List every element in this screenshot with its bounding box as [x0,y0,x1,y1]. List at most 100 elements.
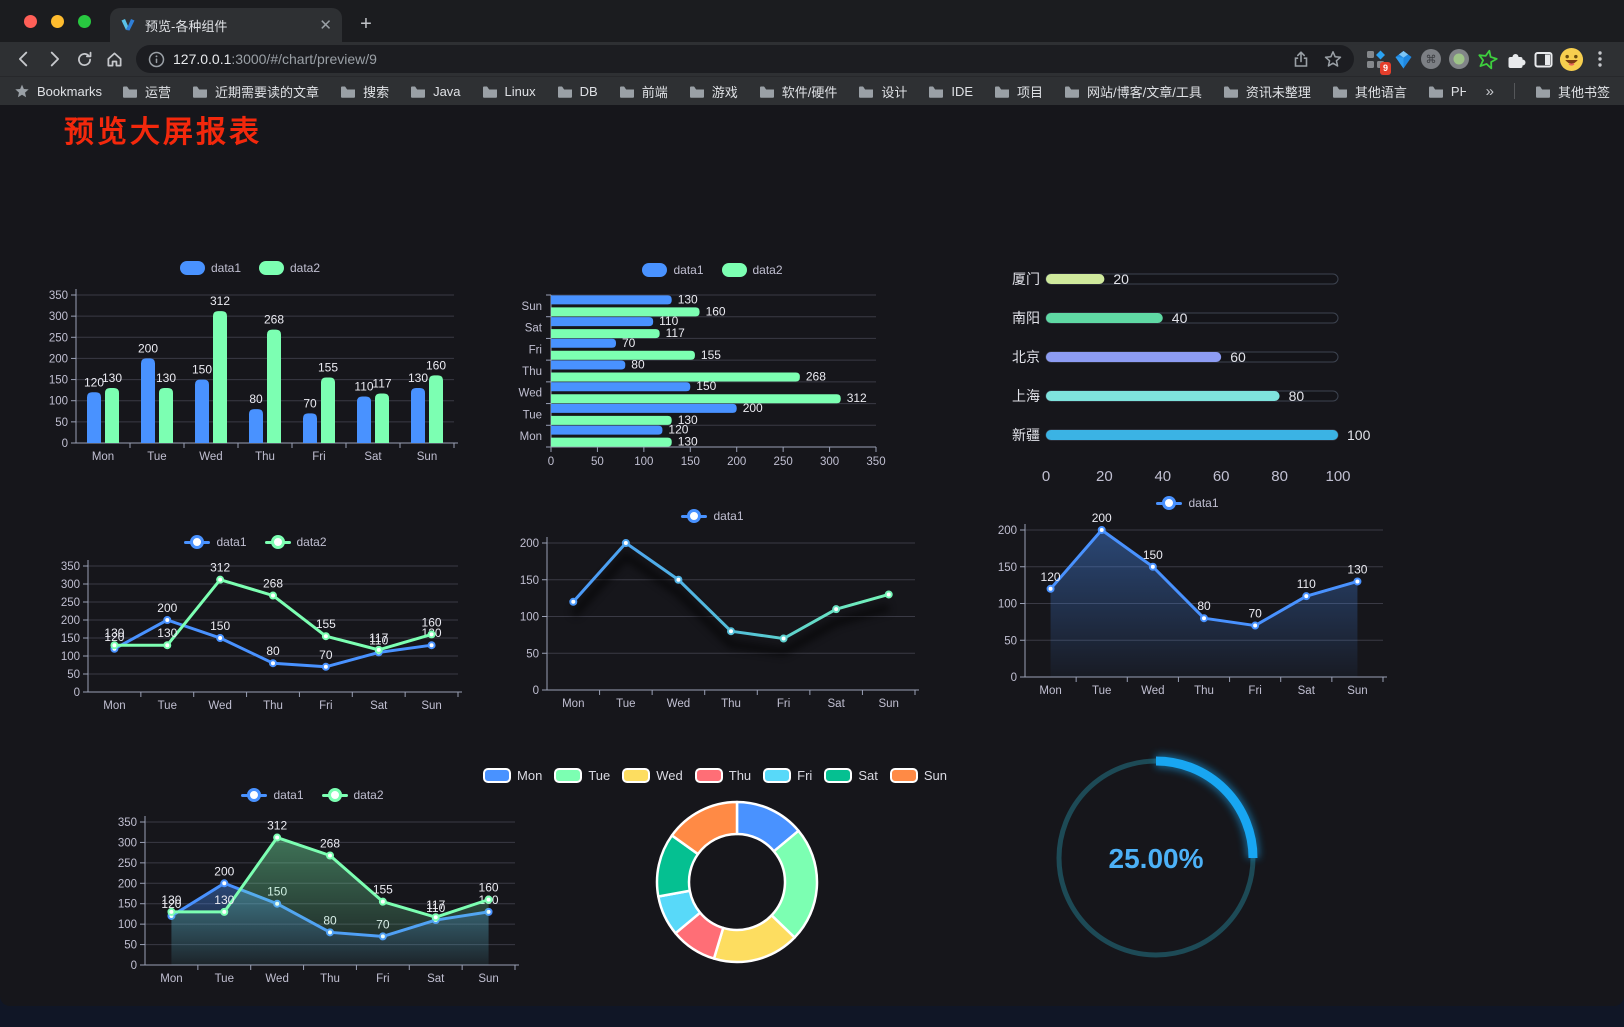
series-data1 [569,539,893,656]
bookmark-star-icon[interactable] [1324,50,1342,68]
svg-text:Sun: Sun [878,698,898,710]
two-line-canvas[interactable]: 0 50 100 150 200 250 300 350 Mon Tue Wed Thu Fri Sat S… [48,530,463,746]
share-icon[interactable] [1292,50,1310,68]
legend-item-data1[interactable]: data1 [184,535,247,549]
legend-item-data1[interactable]: data1 [681,509,744,523]
svg-text:350: 350 [866,456,885,468]
svg-text:80: 80 [1289,388,1305,404]
svg-text:155: 155 [701,348,721,362]
bookmark-folder-8[interactable]: 软件/硬件 [759,82,837,101]
reload-button[interactable] [70,45,98,73]
bookmark-folder-7[interactable]: 游戏 [689,82,738,101]
svg-text:Tue: Tue [616,698,635,710]
legend-item-Tue[interactable]: Tue [554,767,611,783]
svg-text:200: 200 [520,538,539,550]
svg-text:200: 200 [1092,511,1112,525]
legend-item-data2[interactable]: data2 [264,535,327,549]
profile-avatar[interactable] [1558,46,1584,72]
two-area-line-canvas[interactable]: 0 50 100 150 200 250 300 350 Mon Tue Wed Thu Fri Sat S… [105,781,520,999]
svg-text:Fri: Fri [529,344,542,356]
extension-command-icon[interactable]: ⌘ [1418,46,1444,72]
command-circle-icon: ⌘ [1421,49,1441,69]
bookmark-folder-14[interactable]: 其他语言 [1332,82,1407,101]
bookmark-folder-5[interactable]: DB [557,84,598,99]
legend-line-marker [321,788,348,802]
window-close-button[interactable] [24,15,37,28]
bookmark-folder-12[interactable]: 网站/博客/文章/工具 [1064,82,1202,101]
svg-text:100: 100 [1325,468,1350,485]
svg-text:0: 0 [533,685,539,697]
svg-text:117: 117 [426,898,445,912]
window-minimize-button[interactable] [51,15,64,28]
donut-canvas[interactable] [557,785,917,985]
bookmark-root-label: Bookmarks [37,83,103,99]
legend-item-data2[interactable]: data2 [259,261,320,275]
back-button[interactable] [10,45,38,73]
side-panel-icon [1534,51,1552,67]
extension-puzzle-icon[interactable] [1502,46,1528,72]
extension-panel-icon[interactable] [1530,46,1556,72]
gauge-canvas[interactable]: 25.00% [1041,743,1271,973]
svg-text:60: 60 [1213,468,1230,485]
bookmark-folder-3[interactable]: Java [410,84,461,99]
legend-item-Sat[interactable]: Sat [824,767,878,783]
chart-legend: data1 data2 [105,788,520,802]
horizontal-bar-canvas[interactable]: Mon Tue Wed Thu Fri Sat Sun 0 50 100 150 200 250 300 3… [505,255,920,479]
other-bookmarks[interactable]: 其他书签 [1535,82,1610,101]
legend-item-Thu[interactable]: Thu [694,767,751,783]
svg-text:120: 120 [668,423,688,437]
bookmark-folder-9[interactable]: 设计 [858,82,907,101]
window-zoom-button[interactable] [78,15,91,28]
forward-button[interactable] [40,45,68,73]
grouped-bar-canvas[interactable]: 0 50 100 150 200 250 300 350 Mon Tue Wed Thu Fri Sat S… [40,255,460,477]
svg-text:Mon: Mon [1039,685,1061,697]
bookmark-folder-15[interactable]: PHP [1428,84,1466,99]
bookmarks-overflow-chevron[interactable]: » [1485,82,1494,100]
legend-label: Tue [588,767,611,783]
extension-record-icon[interactable] [1446,46,1472,72]
svg-text:Sun: Sun [1347,685,1367,697]
bookmark-folder-6[interactable]: 前端 [619,82,668,101]
legend-item-data1[interactable]: data1 [642,263,704,277]
extension-gem-icon[interactable] [1390,46,1416,72]
bookmark-folder-0[interactable]: 运营 [122,82,171,101]
legend-item-data1[interactable]: data1 [179,261,241,275]
browser-menu-button[interactable] [1586,45,1614,73]
legend-item-Mon[interactable]: Mon [483,767,542,783]
bookmark-root[interactable]: Bookmarks [14,83,102,99]
svg-text:100: 100 [520,612,539,624]
svg-text:Wed: Wed [667,698,690,710]
legend-item-data1[interactable]: data1 [241,788,304,802]
svg-text:50: 50 [67,669,80,681]
bookmark-folder-4[interactable]: Linux [482,84,536,99]
progress-fill-0 [1046,274,1105,284]
bookmark-folder-11[interactable]: 项目 [994,82,1043,101]
home-button[interactable] [100,45,128,73]
address-bar[interactable]: 127.0.0.1:3000/#/chart/preview/9 [136,45,1354,73]
legend-item-data2[interactable]: data2 [721,263,783,277]
site-info-icon[interactable] [148,51,165,68]
extension-star-icon[interactable] [1474,46,1500,72]
tab-close-icon[interactable]: ✕ [319,16,332,34]
browser-tab[interactable]: 预览-各种组件 ✕ [110,8,342,42]
bookmark-folder-2[interactable]: 搜索 [340,82,389,101]
extension-grid-icon[interactable]: 9 [1362,46,1391,75]
bookmark-folder-13[interactable]: 资讯未整理 [1223,82,1311,101]
folder-icon [1065,86,1080,98]
svg-text:50: 50 [526,648,539,660]
legend-item-Wed[interactable]: Wed [622,767,683,783]
bookmark-folder-label: 网站/博客/文章/工具 [1087,84,1202,100]
new-tab-button[interactable]: + [360,12,372,35]
legend-item-data1[interactable]: data1 [1156,496,1219,510]
progress-bars-canvas[interactable]: 厦门 20 南阳 40 北京 60 上海 80 新疆 100 0 20 40 60 80 100 [1000,263,1372,493]
bookmark-folder-1[interactable]: 近期需要读的文章 [192,82,319,101]
legend-item-Sun[interactable]: Sun [889,767,947,783]
gradient-line-canvas[interactable]: 0 50 100 150 200 Mon Tue Wed Thu Fri Sat Sun [505,503,920,721]
progress-fill-4 [1046,430,1338,440]
legend-item-data2[interactable]: data2 [321,788,384,802]
bookmark-folder-10[interactable]: IDE [928,84,973,99]
chart-progress-bars: 厦门 20 南阳 40 北京 60 上海 80 新疆 100 0 20 40 60 80 100 [1000,263,1372,498]
legend-item-Fri[interactable]: Fri [763,767,812,783]
series-data2: 130 130 312 268 155 117 160 [102,294,446,443]
